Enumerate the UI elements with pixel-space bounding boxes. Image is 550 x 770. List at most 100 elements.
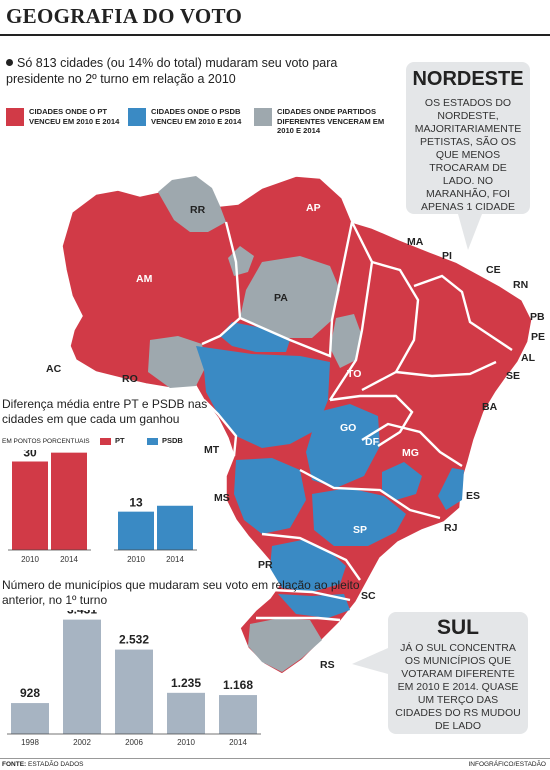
state-label-pe: PE	[531, 331, 545, 343]
region-rr	[158, 176, 226, 232]
chart1-bar	[118, 511, 154, 550]
legend-label-pt: CIDADES ONDE O PT VENCEU EM 2010 E 2014	[29, 107, 120, 126]
chart1-tick-label: 2010	[127, 555, 145, 564]
state-label-ro: RO	[122, 373, 138, 385]
state-label-ap: AP	[306, 202, 321, 214]
sul-callout-title: SUL	[437, 616, 479, 639]
state-label-rn: RN	[513, 279, 528, 291]
chart1-tick-label: 2010	[21, 555, 39, 564]
chart1-bar	[51, 452, 87, 550]
chart1-title: Diferença média entre PT e PSDB nas cida…	[2, 397, 208, 426]
state-label-sp: SP	[353, 524, 367, 536]
footer-source-label: FONTE:	[2, 761, 27, 768]
chart2-tick-label: 2014	[229, 738, 247, 747]
legend-swatch-mixed	[254, 108, 272, 126]
legend-swatch-psdb	[128, 108, 146, 126]
state-label-df: DF	[365, 436, 380, 448]
chart1-data-label: 13	[129, 496, 143, 510]
region-mg-blue	[382, 462, 422, 500]
chart1-plot: 30 2010 33 2014 13 2010 2014	[8, 450, 197, 564]
state-label-pr: PR	[258, 559, 273, 571]
chart1-tick-label: 2014	[166, 555, 184, 564]
region-to-grey	[330, 314, 362, 368]
legend-swatch-pt	[6, 108, 24, 126]
state-label-pi: PI	[442, 250, 452, 262]
chart2-bar	[115, 649, 153, 734]
state-label-sc: SC	[361, 590, 376, 602]
chart2-tick-label: 2010	[177, 738, 195, 747]
state-label-go: GO	[340, 422, 356, 434]
chart1-legend-label-pt: PT	[115, 436, 125, 445]
chart2-title: Número de municípios que mudaram seu vot…	[2, 578, 360, 607]
state-label-es: ES	[466, 490, 480, 502]
title-divider	[0, 34, 550, 36]
state-label-am: AM	[136, 273, 153, 285]
region-pa-blue	[220, 322, 290, 352]
state-label-ms: MS	[214, 492, 230, 504]
state-label-ma: MA	[407, 236, 424, 248]
chart1-data-label: 33	[62, 450, 76, 451]
state-label-to: TO	[347, 368, 361, 380]
chart1-legend-swatch-pt	[100, 438, 111, 445]
chart1-bar	[157, 505, 193, 550]
region-rs-grey	[248, 618, 322, 672]
legend-label-psdb: CIDADES ONDE O PSDB VENCEU EM 2010 E 201…	[151, 107, 242, 126]
region-ro-ac-grey	[148, 336, 206, 388]
intro-label: Só 813 cidades (ou 14% do total) mudaram…	[6, 56, 338, 86]
state-label-se: SE	[506, 370, 520, 382]
intro-text: Só 813 cidades (ou 14% do total) mudaram…	[6, 55, 351, 87]
chart1-data-label: 30	[23, 450, 37, 460]
state-label-al: AL	[521, 352, 536, 364]
footer-source-text: ESTADÃO DADOS	[28, 761, 84, 768]
bullet-icon	[6, 59, 13, 66]
footer-source: FONTE: ESTADÃO DADOS	[2, 761, 84, 768]
chart2-tick-label: 1998	[21, 738, 39, 747]
region-es-blue	[438, 468, 464, 510]
chart1-bar	[12, 461, 48, 550]
region-go-blue	[306, 404, 380, 488]
chart2-data-label: 3.431	[67, 610, 97, 617]
sul-callout-text: JÁ O SUL CONCENTRA OS MUNICÍPIOS QUE VOT…	[395, 642, 521, 732]
page-title: GEOGRAFIA DO VOTO	[6, 4, 243, 28]
chart1-legend: EM PONTOS PORCENTUAIS PT PSDB	[2, 436, 232, 448]
chart1-tick-label: 2014	[60, 555, 78, 564]
state-label-pa: PA	[274, 292, 288, 304]
footer-credit: INFOGRÁFICO/ESTADÃO	[468, 761, 546, 768]
chart1-unit-label: EM PONTOS PORCENTUAIS	[2, 438, 90, 445]
state-label-ac: AC	[46, 363, 62, 375]
state-label-ce: CE	[486, 264, 501, 276]
chart2-data-label: 1.168	[223, 678, 253, 692]
chart2-data-label: 2.532	[119, 633, 149, 647]
footer-divider	[0, 758, 550, 759]
nordeste-callout-title: NORDESTE	[412, 68, 524, 90]
nordeste-callout-text: OS ESTADOS DO NORDESTE, MAJORITARIAMENTE…	[414, 97, 522, 213]
legend-label-mixed: CIDADES ONDE PARTIDOS DIFERENTES VENCERA…	[277, 107, 385, 135]
chart1-legend-label-psdb: PSDB	[162, 436, 183, 445]
state-label-pb: PB	[530, 311, 545, 323]
nordeste-callout: NORDESTE OS ESTADOS DO NORDESTE, MAJORIT…	[406, 62, 530, 214]
sul-callout: SUL JÁ O SUL CONCENTRA OS MUNICÍPIOS QUE…	[388, 612, 528, 734]
chart2-plot: 928 1998 3.431 2002 2.532 2006 1.235 2010 1.168 2…	[7, 610, 261, 747]
sul-callout-pointer	[352, 648, 388, 674]
chart2-bar	[11, 703, 49, 734]
chart1-legend-swatch-psdb	[147, 438, 158, 445]
chart2-data-label: 1.235	[171, 676, 201, 690]
region-pa-grey	[240, 256, 340, 338]
region-sp-blue	[312, 488, 406, 546]
region-sc-blue	[278, 594, 350, 618]
nordeste-callout-pointer	[458, 214, 482, 250]
chart2-tick-label: 2002	[73, 738, 91, 747]
region-pr-blue	[270, 540, 346, 592]
chart2-bar	[167, 692, 205, 734]
chart2-bar	[63, 619, 101, 734]
state-label-mt: MT	[204, 444, 220, 456]
chart2-bar	[219, 695, 257, 734]
chart2-tick-label: 2006	[125, 738, 143, 747]
region-mt-blue	[196, 346, 330, 448]
state-label-rs: RS	[320, 659, 335, 671]
region-ms-blue	[234, 458, 306, 534]
state-label-ba: BA	[482, 401, 498, 413]
state-label-rj: RJ	[444, 522, 458, 534]
state-label-mg: MG	[402, 447, 419, 459]
